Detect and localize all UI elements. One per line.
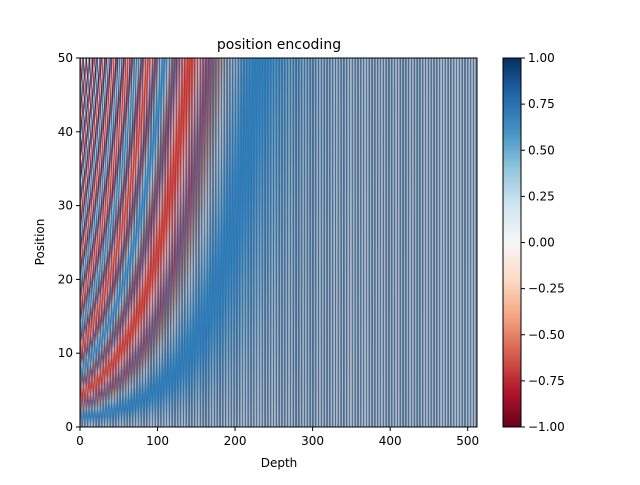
y-tick-label: 30	[58, 199, 73, 213]
heatmap-image	[80, 58, 477, 427]
x-axis-label: Depth	[261, 456, 298, 470]
colorbar-tick-label: −0.75	[528, 374, 565, 388]
y-tick-label: 10	[58, 346, 73, 360]
heatmap-cells	[80, 58, 477, 427]
x-tick-label: 100	[146, 434, 169, 448]
colorbar	[502, 57, 522, 428]
x-tick-label: 400	[379, 434, 402, 448]
x-tick-label: 300	[301, 434, 324, 448]
colorbar-tick-label: −1.00	[528, 420, 565, 434]
y-tick-label: 40	[58, 125, 73, 139]
x-tick-label: 0	[76, 434, 84, 448]
y-tick-label: 50	[58, 51, 73, 65]
y-axis-label: Position	[33, 219, 47, 266]
colorbar-tick-label: 0.50	[528, 143, 555, 157]
colorbar-tick-label: 0.75	[528, 97, 555, 111]
x-tick-label: 200	[224, 434, 247, 448]
x-tick-label: 500	[456, 434, 479, 448]
colorbar-tick-label: 0.00	[528, 236, 555, 250]
colorbar-ticks: −1.00 −0.75 −0.50 −0.25 0.00 0.25 0.50 0.75 1.00	[521, 51, 565, 434]
colorbar-tick-label: 0.25	[528, 189, 555, 203]
colorbar-tick-label: −0.50	[528, 328, 565, 342]
y-axis-ticks: 0 10 20 30 40 50	[58, 51, 80, 434]
y-tick-label: 0	[65, 420, 73, 434]
plot-frame	[79, 57, 478, 428]
colorbar-tick-label: −0.25	[528, 282, 565, 296]
chart-title: position encoding	[217, 37, 341, 53]
x-axis-ticks: 0 100 200 300 400 500	[76, 427, 479, 448]
y-tick-label: 20	[58, 272, 73, 286]
colorbar-tick-label: 1.00	[528, 51, 555, 65]
